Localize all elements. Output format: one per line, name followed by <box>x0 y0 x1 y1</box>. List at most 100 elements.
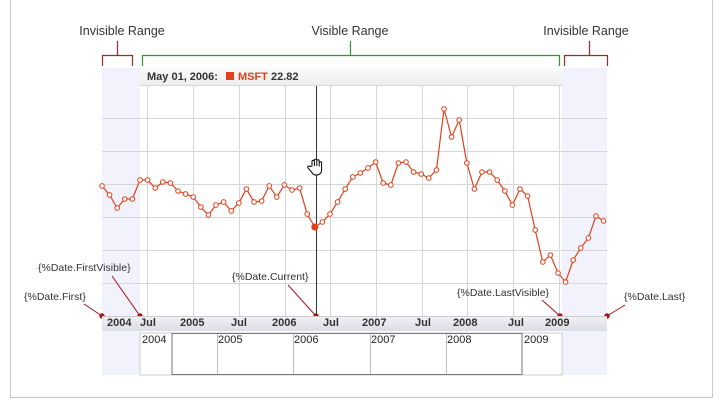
data-point <box>410 169 417 175</box>
data-point <box>418 171 425 177</box>
data-point <box>152 185 158 191</box>
data-point <box>106 192 113 198</box>
data-point <box>167 180 174 186</box>
data-point <box>144 177 151 183</box>
x-axis-tick-label: 2004 <box>107 317 132 329</box>
data-point <box>524 193 531 199</box>
data-point <box>198 204 204 210</box>
data-point <box>570 257 577 263</box>
data-point <box>380 180 387 186</box>
series-color-swatch <box>225 72 234 80</box>
data-point <box>266 183 273 189</box>
data-point <box>403 159 409 165</box>
right-invisible-range-label: Invisible Range <box>543 24 629 38</box>
navigator-year-label: 2005 <box>218 334 243 346</box>
series-msft <box>99 106 607 285</box>
data-point <box>228 208 234 214</box>
data-point <box>585 235 592 241</box>
data-point <box>296 185 303 191</box>
data-point <box>600 218 607 224</box>
x-axis-tick-label: Jul <box>508 317 524 329</box>
navigator-year-label: 2007 <box>371 334 396 346</box>
data-point <box>236 200 242 206</box>
navigator-year-label: 2006 <box>294 334 319 346</box>
navigator-selection-window <box>171 333 523 375</box>
data-point <box>486 169 493 175</box>
data-point <box>251 199 257 205</box>
annotation-current: {%Date.Current} <box>232 271 309 283</box>
visible-bracket <box>141 41 561 66</box>
data-point <box>578 245 584 251</box>
data-point <box>129 196 136 202</box>
tooltip-value: 22.82 <box>270 71 299 83</box>
annotation-last-visible: {%Date.LastVisible} <box>457 287 550 299</box>
data-point <box>426 175 432 181</box>
data-point <box>540 259 546 265</box>
data-point <box>319 219 326 225</box>
right-invisible-bracket <box>563 41 609 66</box>
data-point <box>175 188 181 194</box>
left-invisible-range-label: Invisible Range <box>79 24 165 38</box>
data-point <box>448 134 455 140</box>
tooltip-series: MSFT <box>237 71 268 83</box>
data-point <box>243 186 250 192</box>
data-point <box>342 186 349 192</box>
data-point <box>289 187 295 193</box>
tooltip-date: May 01, 2006: <box>147 71 218 83</box>
annotation-first: {%Date.First} <box>24 291 86 303</box>
data-point <box>547 252 554 258</box>
navigator-year-label: 2009 <box>524 334 549 346</box>
data-point <box>220 199 227 205</box>
data-point <box>509 202 516 208</box>
annotation-leader-line <box>541 299 561 317</box>
annotation-last: {%Date.Last} <box>624 291 686 303</box>
data-point <box>258 198 265 204</box>
data-point <box>456 117 463 123</box>
data-point <box>395 160 402 166</box>
data-point <box>517 186 523 192</box>
x-axis-tick-label: Jul <box>415 317 431 329</box>
x-axis-tick-label: 2009 <box>545 317 570 329</box>
data-point <box>114 205 120 211</box>
annotation-first-visible: {%Date.FirstVisible} <box>38 262 131 274</box>
left-invisible-bracket <box>101 41 134 66</box>
navigator <box>139 332 563 376</box>
navigator-year-label: 2008 <box>447 334 472 346</box>
x-axis-tick-label: 2006 <box>272 317 297 329</box>
data-point <box>350 174 356 180</box>
x-axis-tick-label: 2005 <box>180 317 205 329</box>
data-point <box>304 211 311 217</box>
tooltip-bar: May 01, 2006: MSFT 22.82 <box>140 68 562 86</box>
data-point <box>137 177 143 183</box>
data-point <box>190 194 196 200</box>
data-point <box>441 106 447 112</box>
data-point <box>464 160 470 166</box>
x-axis-tick-label: Jul <box>323 317 339 329</box>
data-point <box>372 159 379 165</box>
data-point <box>99 183 105 189</box>
data-point <box>555 270 561 276</box>
data-point <box>365 165 371 171</box>
x-axis-tick-label: 2008 <box>453 317 478 329</box>
data-point <box>502 188 508 194</box>
data-point <box>182 191 189 197</box>
data-point <box>471 186 478 192</box>
visible-range-label: Visible Range <box>311 24 389 38</box>
data-point <box>479 169 485 175</box>
data-point <box>388 182 394 188</box>
data-point <box>281 182 288 188</box>
x-axis-tick-label: Jul <box>231 317 247 329</box>
annotation-leader-line <box>111 275 141 317</box>
data-point <box>532 227 539 233</box>
current-point <box>311 223 319 231</box>
hand-cursor-icon <box>307 158 323 176</box>
diagram-frame <box>10 0 713 398</box>
annotation-leader-line <box>606 304 626 317</box>
data-point <box>122 196 128 202</box>
data-point <box>205 212 212 218</box>
data-point <box>274 194 280 200</box>
navigator-year-label: 2004 <box>142 334 167 346</box>
x-axis-tick-label: Jul <box>140 317 156 329</box>
data-point <box>433 167 440 173</box>
